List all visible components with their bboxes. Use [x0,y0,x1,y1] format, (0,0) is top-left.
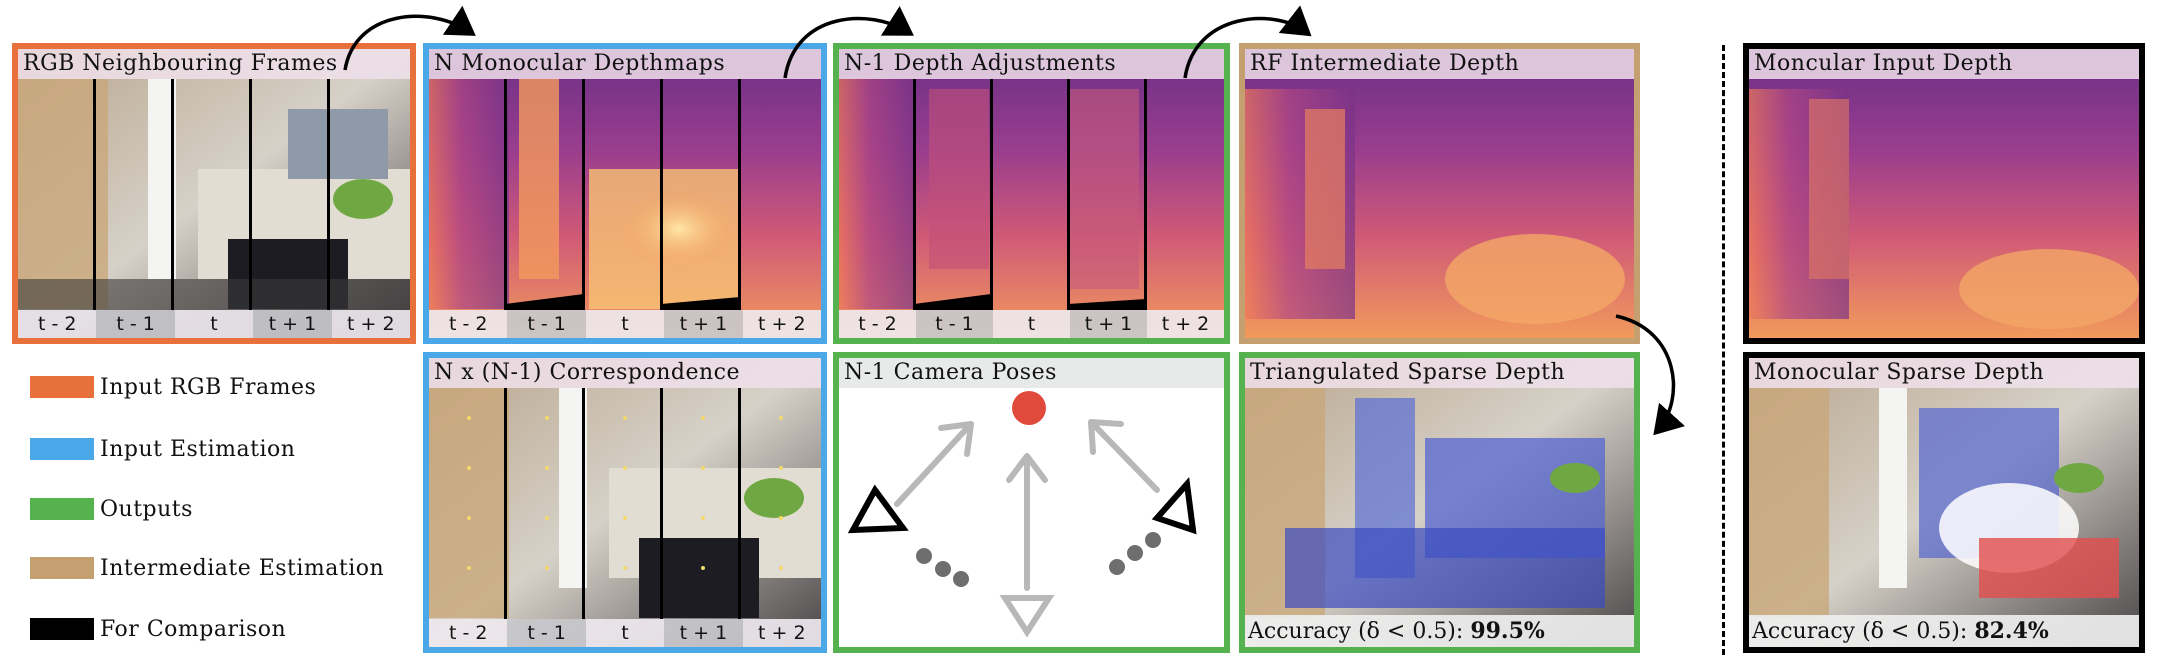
accuracy-label: Accuracy (δ < 0.5): [1248,619,1471,644]
frame-tick: t + 2 [742,310,821,338]
legend-swatch [30,618,94,640]
camera-frustum-icon [1151,477,1197,535]
frame-divider [660,79,663,310]
panel-title: N Monocular Depthmaps [429,49,821,79]
frame-tick: t [993,310,1070,338]
panel-title: RGB Neighbouring Frames [18,49,410,79]
camera-frustum-icon [999,595,1055,638]
frame-tick-bar: t - 2 t - 1 t t + 1 t + 2 [839,310,1224,338]
frame-divider [738,388,741,619]
panel-title: N x (N-1) Correspondence [429,358,821,388]
frame-tick: t [585,310,665,338]
frame-tick: t [585,619,665,647]
legend-label: Outputs [100,496,193,522]
frame-tick: t - 2 [429,619,508,647]
pose-arrow [1090,421,1160,493]
frame-tick: t + 1 [664,310,743,338]
legend-swatch [30,438,94,460]
frame-tick: t + 2 [1147,310,1224,338]
panel-rf-intermediate-depth: RF Intermediate Depth [1239,43,1640,344]
frame-divider [249,79,252,310]
legend-item: Input RGB Frames [30,374,316,400]
triangulated-depth-image [1245,358,1634,647]
panel-title: Monocular Sparse Depth [1749,358,2139,388]
frame-divider [504,79,507,310]
frame-divider [327,79,330,310]
frame-tick-bar: t - 2 t - 1 t t + 1 t + 2 [18,310,410,338]
panel-rgb-frames: RGB Neighbouring Frames t - 2 t - 1 t t … [12,43,416,344]
rgb-image [18,49,410,338]
panel-triangulated-sparse-depth: Triangulated Sparse Depth Accuracy (δ < … [1239,352,1640,653]
frame-divider [1067,79,1070,310]
panel-title: Moncular Input Depth [1749,49,2139,79]
reference-camera-dot [1012,391,1046,425]
adjusted-depth-image [839,49,1224,338]
panel-title: Triangulated Sparse Depth [1245,358,1634,388]
panel-correspondence: N x (N-1) Correspondence t - 2 t - 1 t t… [423,352,827,653]
legend-item: Input Estimation [30,436,295,462]
legend-label: For Comparison [100,616,287,642]
legend-item: Outputs [30,496,193,522]
frame-tick: t - 1 [507,619,586,647]
frame-tick: t [174,310,254,338]
frame-tick: t - 1 [507,310,586,338]
legend-label: Intermediate Estimation [100,555,385,581]
mono-input-depth-image [1749,49,2139,338]
frame-tick: t - 2 [18,310,97,338]
accuracy-readout: Accuracy (δ < 0.5): 99.5% [1245,615,1634,647]
frame-divider [1144,79,1147,310]
panel-camera-poses: N-1 Camera Poses [833,352,1230,653]
frame-tick: t + 2 [742,619,821,647]
frame-divider [171,79,174,310]
frame-divider [990,79,993,310]
legend-swatch [30,498,94,520]
panel-monocular-input-depth: Moncular Input Depth [1743,43,2145,344]
frame-divider [582,388,585,619]
legend-item: Intermediate Estimation [30,555,384,581]
camera-pose-diagram [847,391,1197,638]
rf-depth-image [1245,49,1634,338]
legend-swatch [30,376,94,398]
panel-title: RF Intermediate Depth [1245,49,1634,79]
frame-tick: t - 1 [96,310,175,338]
frame-divider [504,388,507,619]
frame-divider [913,79,916,310]
frame-tick: t + 1 [1070,310,1147,338]
depthmap-image [429,49,821,338]
accuracy-value: 99.5% [1470,618,1545,644]
frame-tick-bar: t - 2 t - 1 t t + 1 t + 2 [429,310,821,338]
legend-label: Input RGB Frames [100,374,317,400]
legend-item: For Comparison [30,616,286,642]
panel-title: N-1 Camera Poses [839,358,1224,388]
frame-tick: t + 1 [253,310,332,338]
frame-divider [738,79,741,310]
frame-divider [582,79,585,310]
panel-monocular-depthmaps: N Monocular Depthmaps t - 2 t - 1 t t + … [423,43,827,344]
legend-label: Input Estimation [100,436,296,462]
accuracy-value: 82.4% [1974,618,2049,644]
legend-swatch [30,557,94,579]
frame-tick: t - 2 [429,310,508,338]
panel-title: N-1 Depth Adjustments [839,49,1224,79]
panel-monocular-sparse-depth: Monocular Sparse Depth Accuracy (δ < 0.5… [1743,352,2145,653]
camera-frustum-icon [847,484,909,534]
frame-tick: t - 2 [839,310,916,338]
accuracy-label: Accuracy (δ < 0.5): [1752,619,1975,644]
frame-tick: t + 2 [331,310,410,338]
pose-arrow [894,423,972,507]
mono-sparse-depth-image [1749,358,2139,647]
frame-divider [93,79,96,310]
frame-tick: t + 1 [664,619,743,647]
frame-tick-bar: t - 2 t - 1 t t + 1 t + 2 [429,619,821,647]
frame-divider [660,388,663,619]
accuracy-readout: Accuracy (δ < 0.5): 82.4% [1749,615,2139,647]
panel-depth-adjustments: N-1 Depth Adjustments t - 2 t - 1 t t + … [833,43,1230,344]
frame-tick: t - 1 [916,310,993,338]
dashed-separator [1722,45,1725,655]
correspondence-image [429,358,821,647]
